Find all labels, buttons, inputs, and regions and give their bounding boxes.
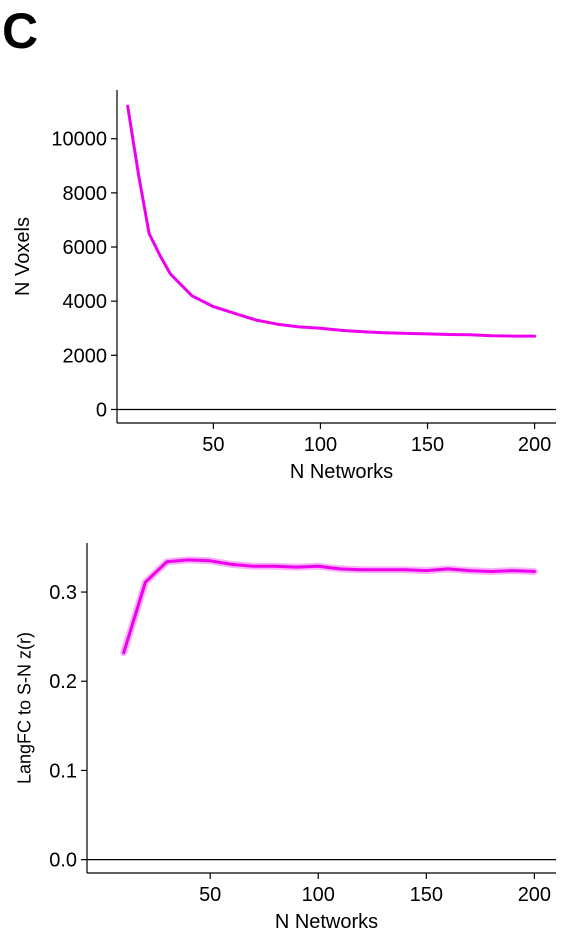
y-axis-label: N Voxels bbox=[12, 217, 34, 296]
x-axis-label: N Networks bbox=[290, 461, 393, 483]
y-tick-label: 0.3 bbox=[49, 582, 77, 604]
chart-2: 50 100 150 200 0.0 0.1 0.2 0.3 N Networks LangFC … bbox=[14, 543, 556, 933]
y-tick-label: 0 bbox=[96, 399, 107, 421]
x-tick-label: 50 bbox=[199, 884, 221, 906]
x-tick-label: 50 bbox=[202, 434, 224, 456]
y-tick-label: 6000 bbox=[63, 237, 108, 259]
series-line bbox=[122, 558, 536, 655]
y-axis-label: LangFC to S-N z(r) bbox=[14, 632, 34, 784]
x-tick-label: 150 bbox=[411, 434, 444, 456]
x-axis-label: N Networks bbox=[275, 911, 378, 933]
x-tick-label: 100 bbox=[302, 884, 335, 906]
y-tick-label: 8000 bbox=[63, 183, 108, 205]
panel-letter: C bbox=[2, 3, 39, 59]
series-line bbox=[126, 104, 537, 338]
y-tick-label: 4000 bbox=[63, 291, 108, 313]
y-tick-label: 0.2 bbox=[49, 671, 77, 693]
y-tick-label: 0.1 bbox=[49, 760, 77, 782]
y-tick-label: 10000 bbox=[51, 129, 107, 151]
x-tick-label: 100 bbox=[304, 434, 337, 456]
y-tick-label: 2000 bbox=[63, 345, 108, 367]
x-tick-label: 200 bbox=[518, 434, 551, 456]
y-tick-label: 0.0 bbox=[49, 850, 77, 872]
x-tick-label: 200 bbox=[518, 884, 551, 906]
series-band bbox=[120, 556, 538, 657]
x-tick-label: 150 bbox=[410, 884, 443, 906]
